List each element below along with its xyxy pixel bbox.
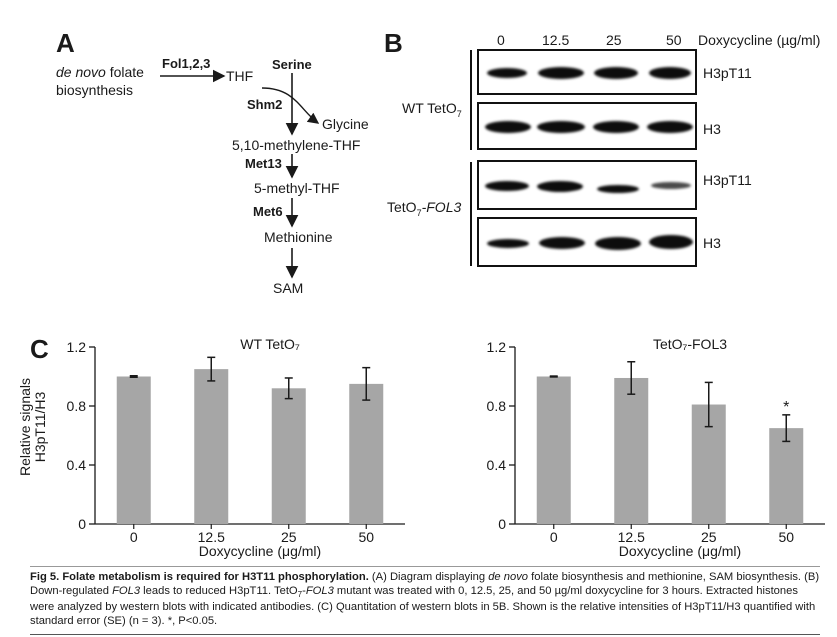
- blot-mut-h3pt11: [477, 160, 697, 210]
- caption-title: Folate metabolism is required for H3T11 …: [59, 571, 369, 583]
- x-axis-label-0: Doxycycline (μg/ml): [199, 543, 321, 559]
- y-tick-label-0-0: 0: [78, 516, 86, 532]
- x-axis-label-1: Doxycycline (μg/ml): [619, 543, 741, 559]
- methyl-thf-label: 5-methyl-THF: [254, 180, 340, 196]
- glycine-arrow: [261, 87, 320, 124]
- dose-unit-label: Doxycycline (µg/ml): [698, 32, 821, 48]
- blot-wt-h3pt11: [477, 49, 697, 95]
- row-label-h3pt11-mut: H3pT11: [703, 172, 752, 188]
- significance-marker-1-3: *: [783, 399, 789, 416]
- x-tick-label-1-2: 25: [701, 529, 717, 545]
- shm2-label: Shm2: [247, 97, 283, 112]
- wt-teto7-label: WT TetO7: [402, 100, 462, 119]
- bar-1-0: [536, 376, 571, 524]
- met6-label: Met6: [253, 204, 283, 219]
- caption-bottom-rule: [30, 634, 820, 635]
- chart-title-0: WT TetO₇: [240, 336, 300, 352]
- pathway-arrows: [160, 69, 320, 279]
- x-tick-label-1-1: 12.5: [618, 529, 645, 545]
- blot-wt-h3: [477, 102, 697, 150]
- y-tick-label-1-0: 0: [498, 516, 506, 532]
- teto7-fol3-label: TetO7-FOL3: [387, 199, 462, 218]
- fol-enzyme-label: Fol1,2,3: [162, 56, 211, 71]
- y-tick-label-1-2: 0.8: [487, 398, 507, 414]
- figure-caption: Fig 5. Folate metabolism is required for…: [30, 571, 820, 628]
- x-tick-label-1-3: 50: [778, 529, 794, 545]
- mut-group-bracket: [470, 162, 472, 266]
- thf-label: THF: [226, 68, 254, 84]
- bar-0-1: [194, 369, 229, 524]
- y-tick-label-0-1: 0.4: [67, 457, 87, 473]
- panel-b-letter: B: [384, 28, 403, 58]
- de-novo-italic: de novo: [56, 64, 106, 80]
- bar-0-3: [349, 383, 384, 524]
- y-tick-label-1-3: 1.2: [487, 339, 507, 355]
- chart-fol3: TetO₇-FOL3 0 0.4 0.8 1.2 0 12.5 25 50 * Doxycyclin…: [487, 336, 825, 559]
- row-label-h3-wt: H3: [703, 121, 721, 137]
- biosynthesis-label: biosynthesis: [56, 82, 134, 98]
- chart-title-1: TetO₇-FOL3: [653, 336, 727, 352]
- blot-mut-h3: [477, 217, 697, 267]
- sam-label: SAM: [273, 280, 304, 296]
- methylene-thf-label: 5,10-methylene-THF: [232, 137, 361, 153]
- dose-label-2: 25: [606, 32, 622, 48]
- methionine-label: Methionine: [264, 229, 333, 245]
- x-tick-label-0-0: 0: [130, 529, 138, 545]
- bar-0-2: [271, 388, 306, 524]
- met13-label: Met13: [245, 156, 282, 171]
- dose-label-1: 12.5: [542, 32, 570, 48]
- y-tick-label-1-1: 0.4: [487, 457, 507, 473]
- y-tick-label-0-2: 0.8: [67, 398, 87, 414]
- caption-fig: Fig 5.: [30, 571, 60, 583]
- wt-group-bracket: [470, 50, 472, 150]
- caption-top-rule: [30, 566, 820, 567]
- bar-1-1: [614, 377, 649, 524]
- glycine-label: Glycine: [322, 116, 369, 132]
- row-label-h3-mut: H3: [703, 235, 721, 251]
- bar-1-3: [769, 428, 804, 524]
- de-novo-label: de novo folate: [56, 64, 144, 80]
- dose-label-0: 0: [497, 32, 505, 48]
- x-tick-label-1-0: 0: [550, 529, 558, 545]
- panel-a-letter: A: [56, 28, 75, 58]
- x-tick-label-0-3: 50: [358, 529, 374, 545]
- de-novo-rest: folate: [105, 64, 144, 80]
- y-tick-label-0-3: 1.2: [67, 339, 87, 355]
- bar-0-0: [116, 376, 151, 524]
- dose-label-3: 50: [666, 32, 682, 48]
- row-label-h3pt11-wt: H3pT11: [703, 65, 752, 81]
- serine-label: Serine: [272, 57, 312, 72]
- x-tick-label-0-1: 12.5: [198, 529, 225, 545]
- x-tick-label-0-2: 25: [281, 529, 297, 545]
- panel-c-letter: C: [30, 334, 49, 364]
- chart-wt: WT TetO₇ 0 0.4 0.8 1.2 0 12.5 25 50 Doxycycline (…: [67, 336, 405, 559]
